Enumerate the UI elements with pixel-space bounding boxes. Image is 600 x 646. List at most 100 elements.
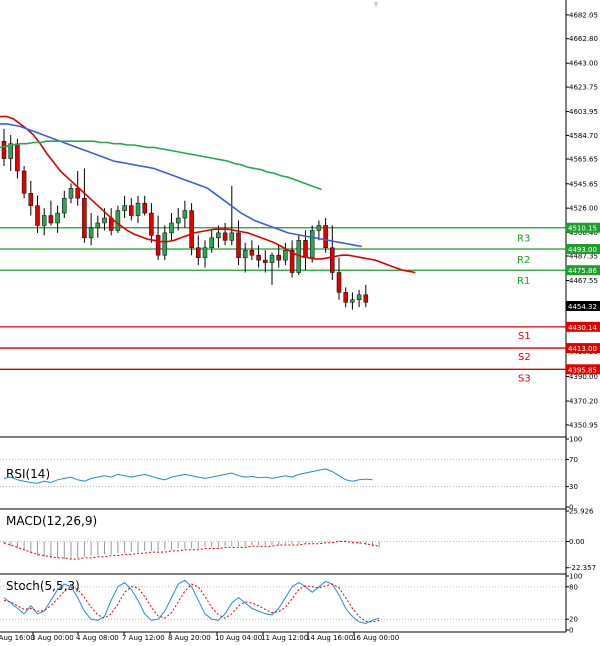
price-tick-label: 4487.35 bbox=[569, 252, 598, 260]
candle-body bbox=[330, 247, 335, 273]
candle-body bbox=[343, 292, 348, 303]
indicator-tick-label: 20 bbox=[569, 616, 578, 624]
candle bbox=[330, 225, 335, 280]
resistance-badge bbox=[566, 265, 600, 276]
price-tick-label: 4603.95 bbox=[569, 108, 598, 116]
price-tick-label: 4370.20 bbox=[569, 398, 598, 406]
time-tick-label: 11 Aug 12:00 bbox=[261, 634, 308, 642]
candle bbox=[142, 195, 147, 216]
candle bbox=[28, 180, 34, 216]
candle-body bbox=[75, 188, 80, 199]
candle bbox=[242, 242, 248, 273]
candle bbox=[289, 240, 295, 278]
candle-body bbox=[35, 205, 40, 226]
candle-body bbox=[196, 247, 201, 258]
candle bbox=[336, 257, 342, 300]
candle bbox=[283, 242, 288, 266]
resistance-label: R1 bbox=[517, 276, 530, 287]
candle-body bbox=[155, 235, 161, 256]
candle bbox=[229, 185, 235, 246]
support-resistance-levels: R3 R2 R1 S1 S2 S3 bbox=[0, 227, 566, 384]
current-price-label: 4454.32 bbox=[568, 303, 597, 311]
time-tick-label: 3 Aug 00:00 bbox=[31, 634, 74, 642]
candle bbox=[35, 195, 40, 233]
current-price-badge: 4454.32 bbox=[566, 301, 600, 311]
resistance-badge bbox=[566, 222, 600, 233]
candle-body bbox=[15, 143, 20, 172]
price-tick-label: 4662.80 bbox=[569, 35, 598, 43]
candle bbox=[62, 190, 67, 219]
resistance-label: R3 bbox=[517, 234, 530, 245]
candle bbox=[182, 200, 188, 228]
moving-average-line bbox=[0, 140, 322, 191]
candle bbox=[189, 203, 194, 256]
candle bbox=[316, 220, 322, 241]
indicator-tick-label: 30 bbox=[569, 483, 578, 491]
indicator-panel: RSI(14) 100 70 30 0 bbox=[0, 436, 582, 512]
candle-body bbox=[129, 205, 134, 216]
candle-body bbox=[55, 212, 60, 224]
moving-averages bbox=[0, 115, 416, 274]
support-badge-label: 4413.00 bbox=[568, 345, 597, 353]
candle-body bbox=[82, 197, 87, 239]
candle-body bbox=[276, 254, 281, 261]
price-tick-label: 4350.95 bbox=[569, 421, 598, 429]
price-tick-label: 4565.65 bbox=[569, 156, 598, 164]
price-tick-label: 4390.00 bbox=[569, 373, 598, 381]
candle-body bbox=[269, 254, 275, 263]
candle bbox=[350, 292, 355, 310]
candle bbox=[75, 170, 80, 206]
candle-body bbox=[323, 225, 328, 248]
candle-body bbox=[1, 140, 7, 159]
candle bbox=[82, 168, 87, 243]
candle bbox=[323, 218, 328, 253]
candle bbox=[41, 208, 47, 236]
indicator-tick-label: 100 bbox=[569, 573, 582, 581]
candle-body bbox=[41, 215, 47, 226]
support-label: S1 bbox=[518, 331, 531, 342]
indicator-tick-label: 70 bbox=[569, 456, 578, 464]
indicator-tick-label: 0.00 bbox=[569, 538, 585, 546]
candle-body bbox=[28, 193, 34, 206]
candle bbox=[249, 240, 255, 261]
candle-body bbox=[222, 232, 228, 241]
candle bbox=[8, 135, 13, 171]
time-tick-label: 2 Aug 16:00 bbox=[0, 634, 35, 642]
candle-body bbox=[363, 294, 369, 303]
price-tick-label: 4467.55 bbox=[569, 277, 598, 285]
candles[interactable] bbox=[1, 128, 369, 310]
time-tick-label: 14 Aug 16:00 bbox=[306, 634, 353, 642]
candle-body bbox=[256, 254, 261, 261]
resistance-badge bbox=[566, 243, 600, 254]
candle-body bbox=[303, 240, 308, 258]
candle bbox=[95, 215, 101, 238]
support-label: S3 bbox=[518, 373, 531, 384]
time-tick-label: 4 Aug 08:00 bbox=[76, 634, 119, 642]
support-label: S2 bbox=[518, 352, 531, 363]
rsi-line bbox=[3, 468, 373, 484]
candle-body bbox=[175, 217, 181, 224]
current-price-badge-bg bbox=[566, 301, 600, 311]
candle-body bbox=[216, 232, 221, 239]
candle bbox=[162, 225, 168, 261]
candle bbox=[21, 166, 27, 199]
support-badge bbox=[566, 343, 600, 354]
panel-frames bbox=[0, 0, 567, 633]
candle-body bbox=[189, 210, 194, 248]
price-tick-label: 4584.70 bbox=[569, 132, 598, 140]
candle bbox=[115, 205, 121, 233]
candle bbox=[68, 183, 74, 204]
time-tick-label: 7 Aug 12:00 bbox=[122, 634, 165, 642]
support-badge-label: 4430.14 bbox=[568, 324, 597, 332]
candle bbox=[236, 220, 241, 266]
price-tick-label: 4682.05 bbox=[569, 11, 598, 19]
candle-body bbox=[102, 217, 107, 224]
time-tick-label: 8 Aug 20:00 bbox=[168, 634, 211, 642]
candle bbox=[363, 284, 369, 308]
price-tick-label: 4545.65 bbox=[569, 180, 598, 188]
candle bbox=[108, 208, 114, 236]
candle bbox=[135, 195, 141, 223]
price-tick-label: 4506.40 bbox=[569, 229, 598, 237]
candle-body bbox=[8, 143, 13, 159]
